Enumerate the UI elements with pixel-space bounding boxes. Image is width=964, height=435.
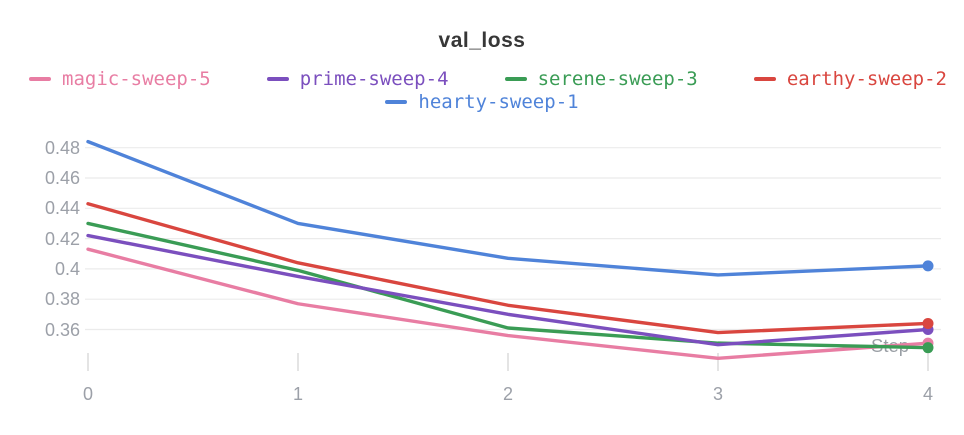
legend-label: magic-sweep-5: [62, 68, 211, 90]
legend-swatch: [753, 77, 776, 81]
legend-item-hearty-sweep-1[interactable]: hearty-sweep-1: [385, 91, 579, 113]
y-tick-label: 0.38: [44, 289, 80, 310]
chart-title: val_loss: [438, 29, 526, 52]
legend-swatch: [29, 77, 51, 81]
x-tick-label: 0: [82, 384, 93, 404]
series-line-serene-sweep-3[interactable]: [86, 221, 930, 350]
legend-item-earthy-sweep-2[interactable]: earthy-sweep-2: [753, 68, 947, 90]
series-line-earthy-sweep-2[interactable]: [86, 202, 930, 335]
legend-label: earthy-sweep-2: [786, 68, 947, 90]
legend-item-serene-sweep-3[interactable]: serene-sweep-3: [504, 68, 698, 90]
x-tick-label: 2: [502, 384, 513, 404]
legend-label: prime-sweep-4: [299, 68, 449, 90]
x-tick-label: 1: [292, 384, 303, 404]
y-tick-label: 0.48: [44, 137, 80, 158]
series-end-dot-serene-sweep-3[interactable]: [922, 342, 934, 354]
legend-swatch: [504, 77, 527, 81]
series-line-hearty-sweep-1[interactable]: [86, 139, 930, 277]
y-tick-label: 0.44: [44, 198, 80, 219]
legend-swatch: [266, 77, 289, 81]
series-line-prime-sweep-4[interactable]: [86, 233, 930, 347]
legend-swatch: [385, 100, 408, 104]
series-line-magic-sweep-5[interactable]: [86, 247, 930, 360]
legend-row-2: hearty-sweep-1: [0, 91, 964, 113]
x-tick-label: 4: [922, 384, 933, 404]
series-end-dot-earthy-sweep-2[interactable]: [922, 317, 934, 329]
y-tick-label: 0.4: [54, 258, 80, 279]
legend-label: serene-sweep-3: [537, 68, 698, 90]
legend-row-1: magic-sweep-5 prime-sweep-4 serene-sweep-3…: [29, 68, 947, 90]
y-tick-label: 0.46: [44, 168, 80, 188]
legend-item-prime-sweep-4[interactable]: prime-sweep-4: [266, 68, 449, 90]
y-tick-label: 0.42: [44, 228, 80, 249]
series-end-dot-hearty-sweep-1[interactable]: [922, 260, 934, 272]
legend-item-magic-sweep-5[interactable]: magic-sweep-5: [29, 68, 211, 90]
y-tick-label: 0.36: [44, 319, 80, 340]
x-tick-label: 3: [712, 384, 723, 404]
legend-label: hearty-sweep-1: [418, 91, 579, 113]
